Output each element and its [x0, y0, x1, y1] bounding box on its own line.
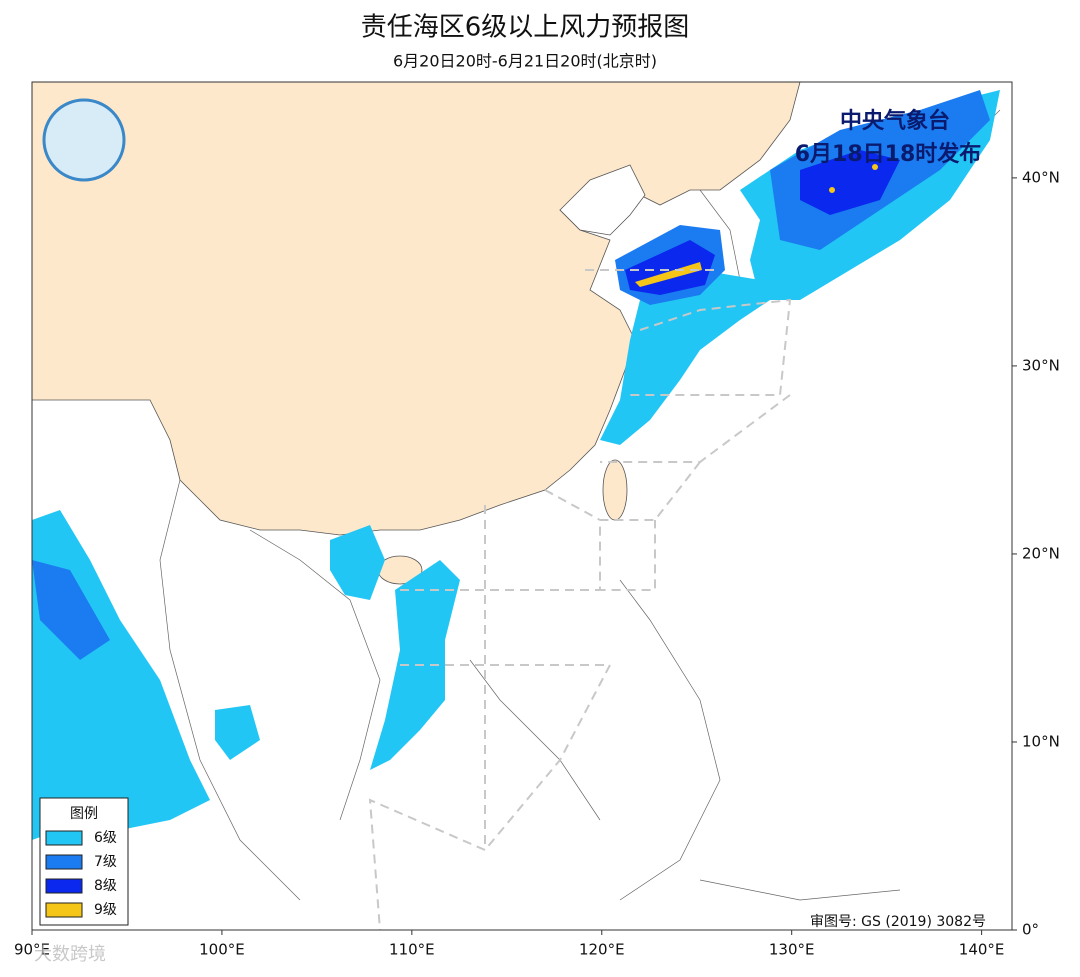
legend-label: 8级 [94, 878, 117, 894]
legend-label: 9级 [94, 902, 117, 918]
legend-label: 7级 [94, 854, 117, 870]
agency: 中央气象台 [840, 108, 950, 134]
issue-time: 6月18日18时发布 [795, 141, 982, 167]
bohai-sea [559, 164, 646, 236]
x-tick-label: 100°E [199, 941, 245, 959]
map [31, 81, 1013, 931]
watermark: 大数跨境 [34, 944, 106, 965]
map-frame [31, 81, 1013, 931]
x-tick-label: 110°E [389, 941, 435, 959]
legend-title: 图例 [70, 806, 98, 822]
y-tick-label: 30°N [1022, 356, 1060, 374]
wind-9 [635, 164, 878, 287]
x-tick-label: 130°E [769, 941, 815, 959]
title: 责任海区6级以上风力预报图 [361, 13, 690, 43]
legend-swatch [45, 902, 83, 918]
sea-area-boundaries [368, 269, 792, 931]
legend-swatch [45, 878, 83, 894]
china-land [31, 81, 801, 536]
legend-swatch [45, 830, 83, 846]
legend-swatch [45, 854, 83, 870]
y-tick-label: 0° [1022, 921, 1039, 939]
x-tick-label: 90°E [14, 941, 50, 959]
y-tick-label: 20°N [1022, 544, 1060, 562]
review-number: 审图号: GS (2019) 3082号 [810, 914, 986, 930]
axes: 90°E 100°E 110°E 120°E 130°E 140°E 0° 10°N 20°N 3… [14, 168, 1060, 958]
x-tick-label: 120°E [579, 941, 625, 959]
y-tick-label: 40°N [1022, 168, 1060, 186]
legend-label: 6级 [94, 830, 117, 846]
y-tick-label: 10°N [1022, 732, 1060, 750]
taiwan [602, 459, 628, 521]
logo [42, 98, 126, 182]
x-tick-label: 140°E [959, 941, 1005, 959]
legend: 6级 7级 8级 9级 [45, 830, 117, 918]
subtitle: 6月20日20时-6月21日20时(北京时) [393, 52, 657, 71]
